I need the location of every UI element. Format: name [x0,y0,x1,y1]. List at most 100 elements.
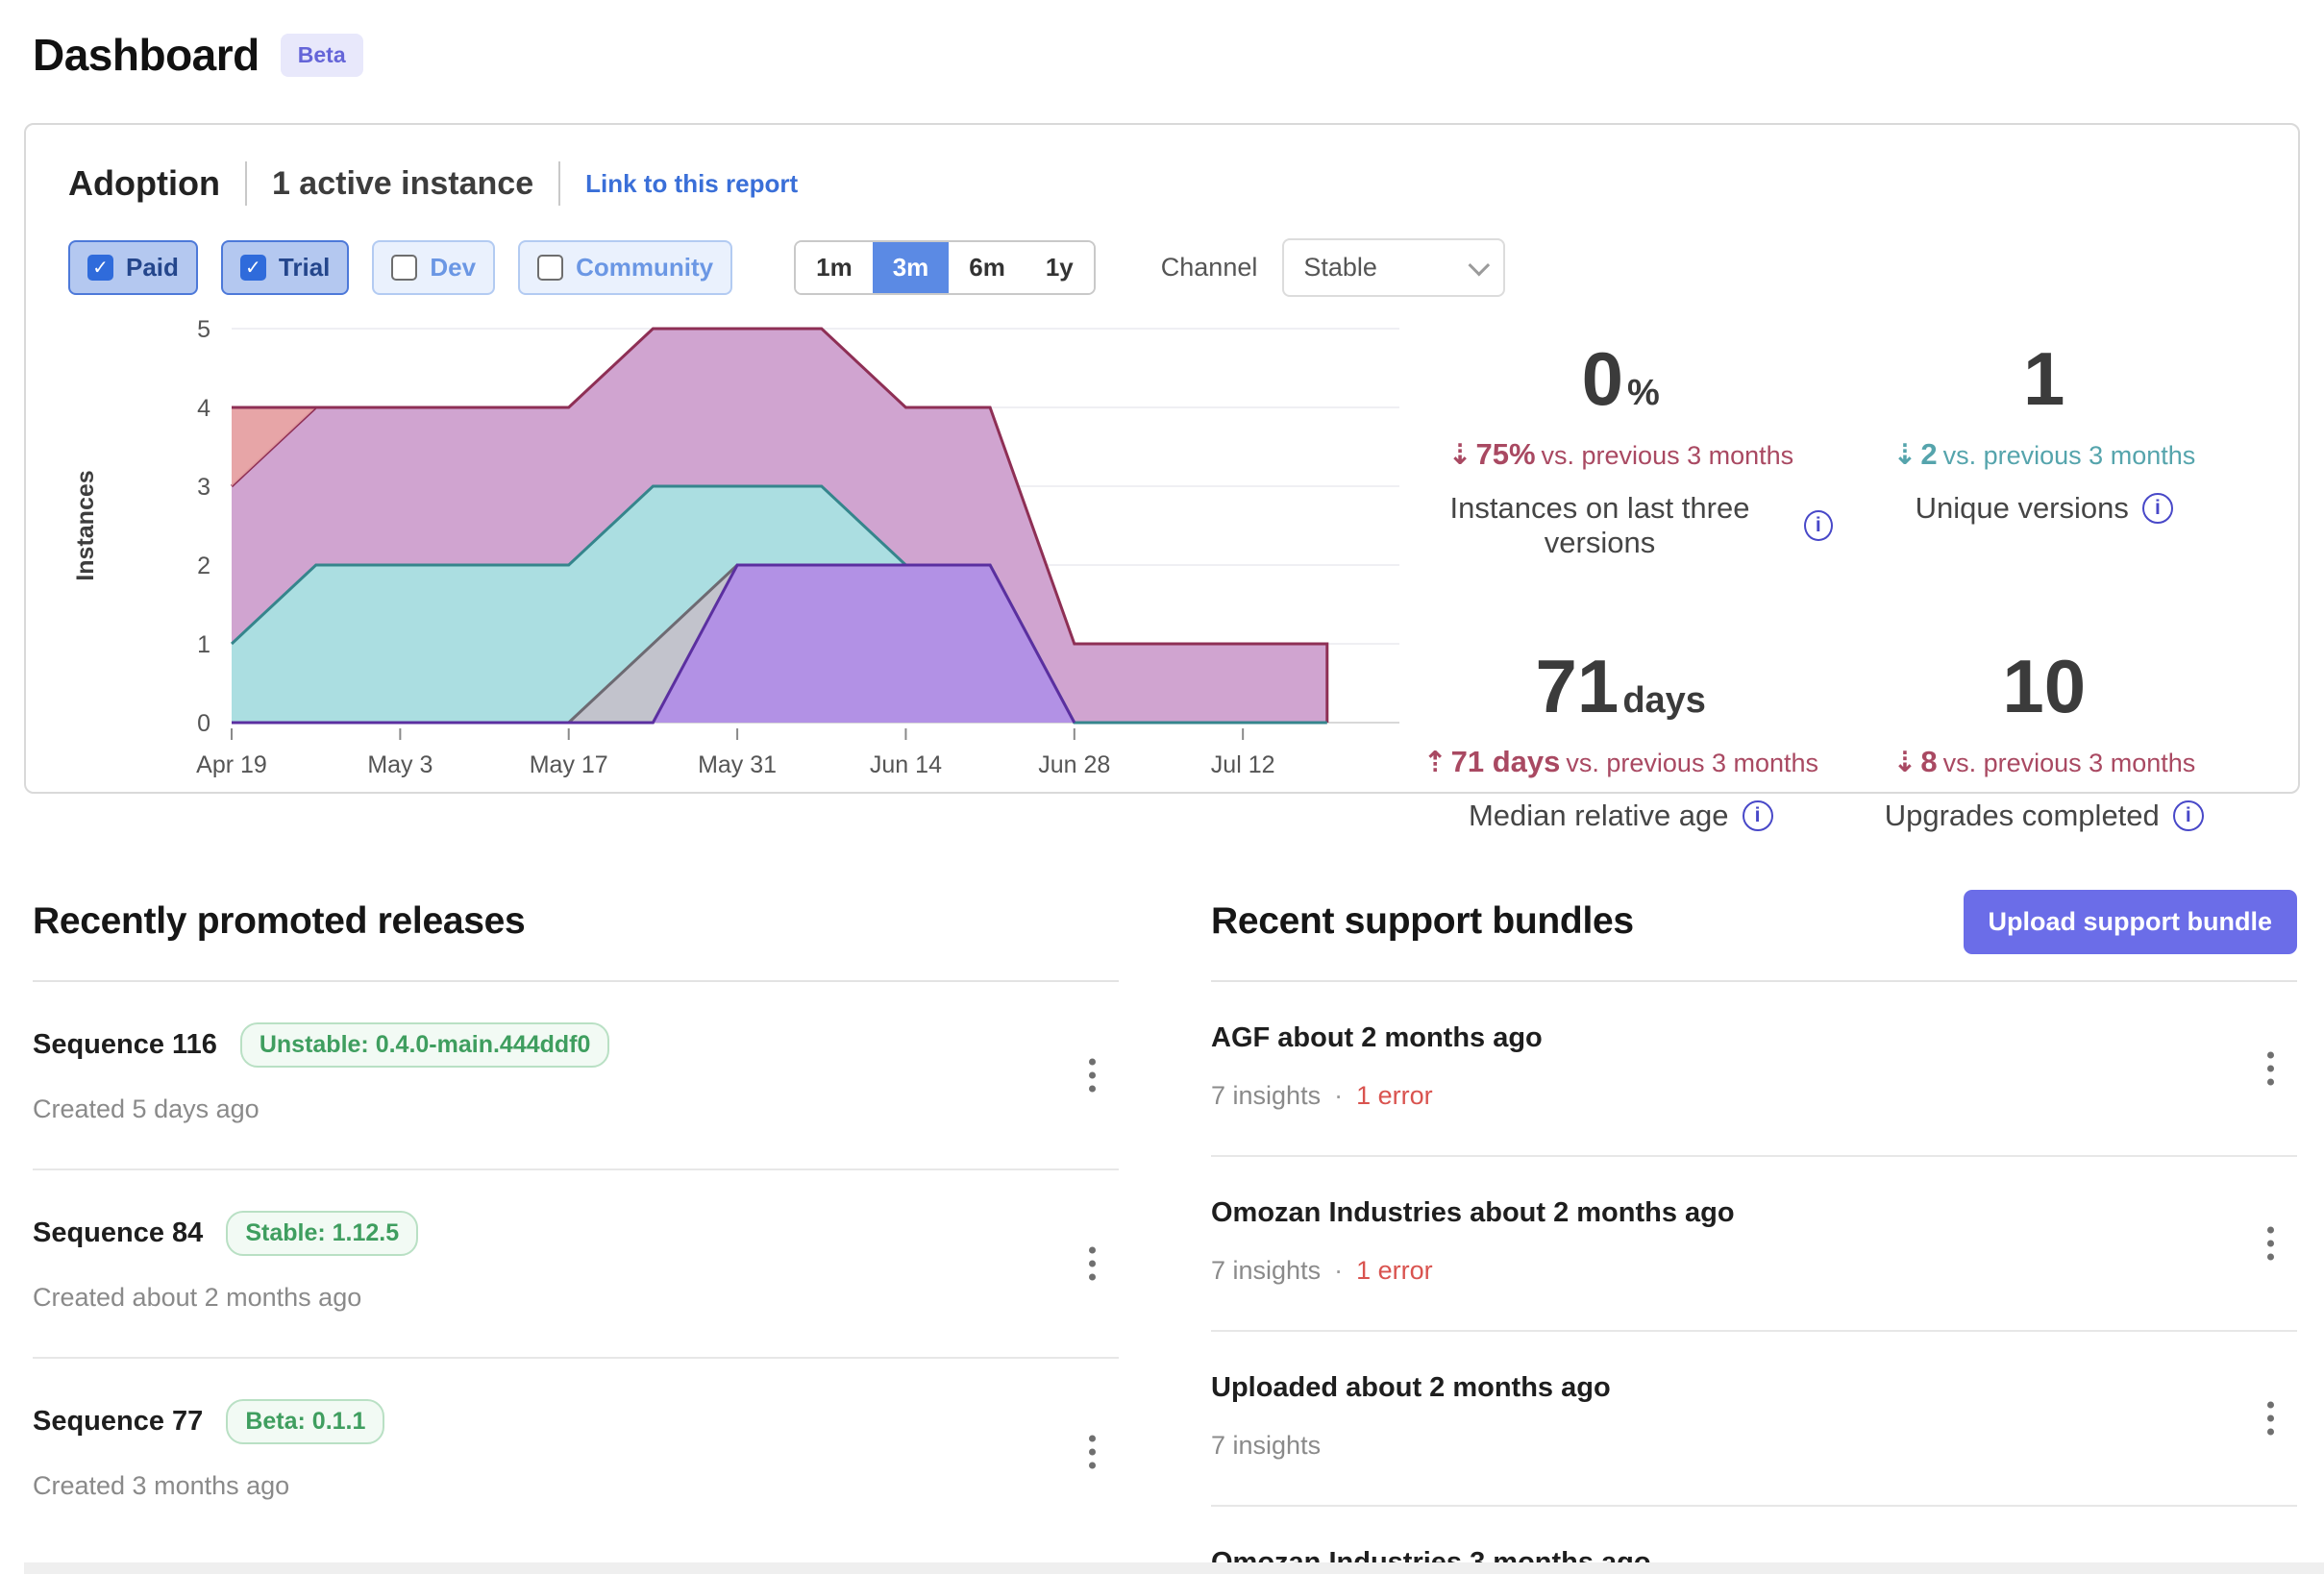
channel-control: Channel Stable [1161,238,1506,297]
y-tick-label: 3 [197,474,210,501]
range-1y[interactable]: 1y [1025,242,1094,293]
stat-value: 0% [1581,336,1660,421]
filter-label: Community [576,253,714,282]
stat-0: 0% ⇣ 75% vs. previous 3 months Instances on … [1409,341,1833,560]
release-version-badge: Beta: 0.1.1 [226,1399,385,1444]
stat-caption: Unique versions i [1833,491,2257,526]
release-version-badge: Stable: 1.12.5 [226,1211,419,1256]
separator-dot: · [1334,1081,1344,1110]
x-tick-label: May 17 [530,751,608,778]
arrow-down-icon: ⇣ [1892,746,1917,779]
section-divider [1211,980,2297,982]
stat-delta-value: 8 [1920,745,1938,778]
bundle-title: Uploaded about 2 months ago [1211,1372,1611,1403]
filter-community[interactable]: Community [518,240,733,295]
adoption-card-header: Adoption 1 active instance Link to this … [68,161,2256,206]
y-tick-label: 0 [197,710,210,737]
link-to-report[interactable]: Link to this report [585,168,799,198]
stat-delta-caption: vs. previous 3 months [1942,749,2196,777]
releases-section: Recently promoted releases Sequence 116 U… [33,884,1119,1574]
stat-delta: ⇣ 8 vs. previous 3 months [1833,745,2257,779]
kebab-menu-icon[interactable] [2260,1219,2282,1268]
bundle-list: AGF about 2 months ago 7 insights · 1 error… [1211,982,2297,1574]
release-row: Sequence 84 Stable: 1.12.5 Created about 2… [33,1170,1119,1359]
bundle-row: AGF about 2 months ago 7 insights · 1 error [1211,982,2297,1157]
filter-label: Dev [430,253,477,282]
adoption-content: 0 1 2 3 4 5 Apr 19 May 3 May 17 May 31 Jun 14 Jun 2… [68,314,2256,833]
unchecked-checkbox-icon [537,255,564,281]
release-title: Sequence 84 [33,1217,204,1248]
version-purple-line [232,563,1076,725]
filter-paid[interactable]: ✓ Paid [68,240,198,295]
upload-support-bundle-button[interactable]: Upload support bundle [1963,889,2297,954]
bundle-title-line: Uploaded about 2 months ago [1211,1372,2297,1404]
separator-dot: · [1334,1256,1344,1285]
release-list: Sequence 116 Unstable: 0.4.0-main.444ddf0… [33,982,1119,1545]
range-1m[interactable]: 1m [796,242,873,293]
info-icon[interactable]: i [2141,493,2173,524]
kebab-menu-icon[interactable] [1081,1051,1103,1100]
header-divider [558,161,561,206]
license-filter-group: ✓ Paid ✓ Trial Dev Community [68,240,733,295]
channel-select[interactable]: Stable [1282,238,1506,297]
page-header: Dashboard Beta [0,0,2324,81]
kebab-menu-icon[interactable] [1081,1428,1103,1477]
y-tick-label: 4 [197,395,210,422]
stat-3: 10 ⇣ 8 vs. previous 3 months Upgrades comple… [1833,649,2257,833]
y-tick-label: 2 [197,553,210,579]
kebab-menu-icon[interactable] [1081,1240,1103,1289]
release-created-label: Created about 2 months ago [33,1283,362,1312]
bundle-insights-count: 7 insights [1211,1431,1322,1460]
bundle-title-line: Omozan Industries about 2 months ago [1211,1197,2297,1229]
bundle-insights-line: 7 insights [1211,1431,2297,1461]
bundle-title: AGF about 2 months ago [1211,1022,1543,1053]
stat-delta-value: 2 [1920,437,1938,471]
stat-caption-text: Upgrades completed [1884,799,2160,832]
bundles-header: Recent support bundles Upload support bu… [1211,884,2297,959]
info-icon[interactable]: i [1742,800,1773,831]
release-title-line: Sequence 77 Beta: 0.1.1 [33,1399,1119,1444]
info-icon[interactable]: i [2172,800,2204,831]
info-icon[interactable]: i [1804,510,1833,541]
stat-unit: % [1627,373,1660,413]
section-divider [33,980,1119,982]
stat-value: 71 days [1535,644,1706,728]
stat-delta-caption: vs. previous 3 months [1942,441,2196,470]
range-3m[interactable]: 3m [872,242,950,293]
filter-dev[interactable]: Dev [372,240,496,295]
bundle-insights-count: 7 insights [1211,1081,1322,1110]
stat-delta: ⇡ 71 days vs. previous 3 months [1409,745,1833,779]
kebab-menu-icon[interactable] [2260,1045,2282,1094]
release-title-line: Sequence 84 Stable: 1.12.5 [33,1211,1119,1256]
bundle-errors-count: 1 error [1356,1081,1433,1110]
arrow-up-icon: ⇡ [1422,746,1447,779]
page-title: Dashboard [33,30,260,80]
y-axis-label: Instances [72,470,99,580]
stat-caption: Upgrades completed i [1833,799,2257,833]
version-purple-area [653,565,1075,723]
filter-trial[interactable]: ✓ Trial [220,240,350,295]
bundle-insights-count: 7 insights [1211,1256,1322,1285]
stat-caption-text: Unique versions [1915,491,2129,525]
stat-delta-value: 75% [1475,437,1536,471]
checked-checkbox-icon: ✓ [239,255,266,281]
release-title: Sequence 116 [33,1029,217,1060]
channel-label: Channel [1160,253,1258,282]
releases-heading: Recently promoted releases [33,900,526,942]
adoption-chart: 0 1 2 3 4 5 Apr 19 May 3 May 17 May 31 Jun 14 Jun 2… [68,314,1409,833]
x-tick-label: Jun 14 [870,751,942,778]
range-6m[interactable]: 6m [949,242,1026,293]
bundle-title-line: AGF about 2 months ago [1211,1022,2297,1054]
release-row: Sequence 116 Unstable: 0.4.0-main.444ddf0… [33,982,1119,1170]
stat-caption: Instances on last three versions i [1409,491,1833,560]
y-tick-label: 5 [197,316,210,343]
stat-unit: days [1622,680,1706,721]
release-title-line: Sequence 116 Unstable: 0.4.0-main.444ddf0 [33,1022,1119,1068]
active-instances-label: 1 active instance [271,164,534,202]
unchecked-checkbox-icon [391,255,418,281]
kebab-menu-icon[interactable] [2260,1394,2282,1443]
adoption-card: Adoption 1 active instance Link to this … [24,123,2300,832]
release-created-label: Created 5 days ago [33,1094,260,1123]
bundle-insights-line: 7 insights · 1 error [1211,1081,2297,1111]
